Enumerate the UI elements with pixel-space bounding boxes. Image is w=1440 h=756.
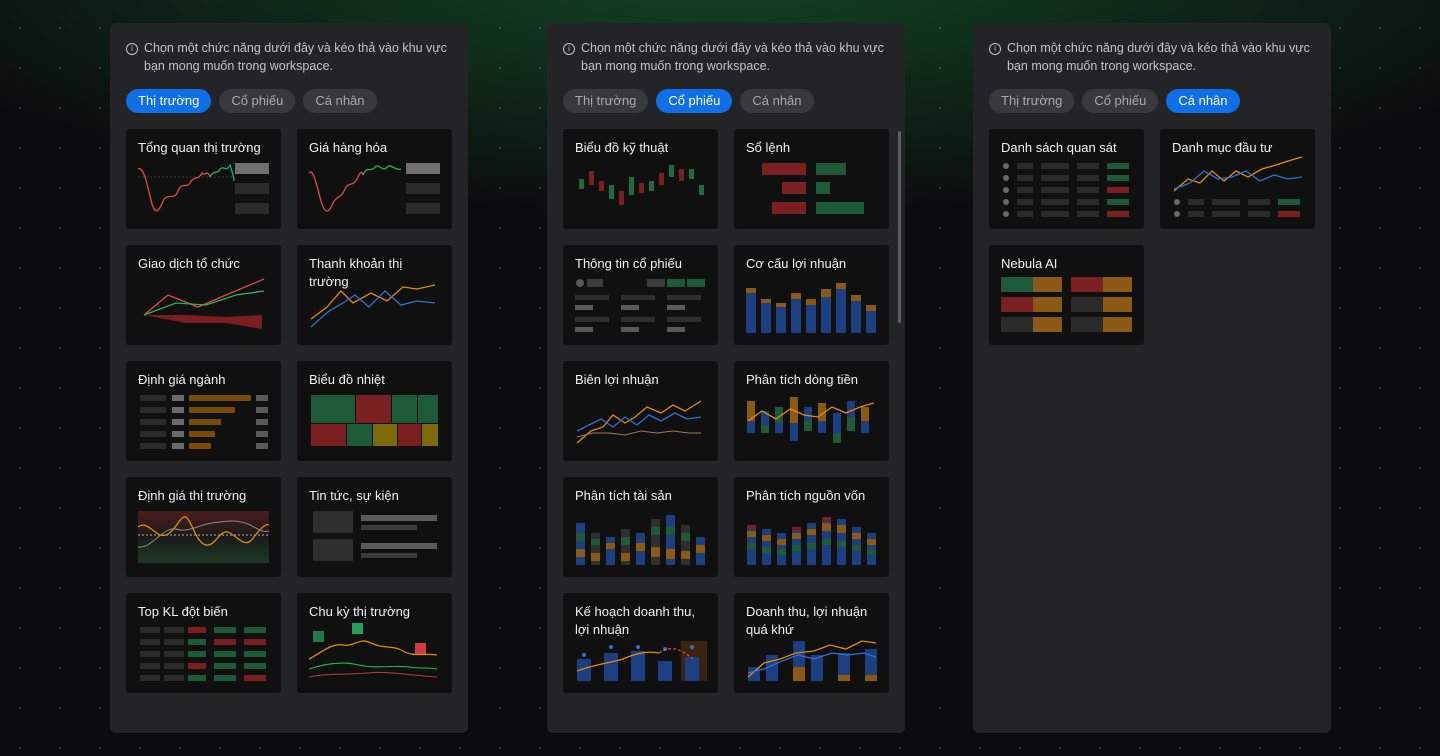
widget-title: Thanh khoản thị trường [309,256,403,289]
revenue-profit-plan-thumbnail [576,641,707,681]
tab-thi-truong[interactable]: Thị trường [563,89,649,113]
tab-ca-nhan[interactable]: Cá nhân [1166,89,1240,113]
market-valuation-thumbnail [137,511,270,563]
widget-title: Định giá thị trường [138,488,247,503]
widget-card-order-book[interactable]: Sổ lệnh [734,129,889,229]
widget-card-capital-analysis[interactable]: Phân tích nguồn vốn [734,477,889,577]
widget-title: Phân tích dòng tiền [746,372,859,387]
widget-title: Top KL đột biến [138,604,228,619]
widget-card-asset-analysis[interactable]: Phân tích tài sản [563,477,718,577]
news-events-thumbnail [313,511,437,561]
info-icon: i [989,43,1001,55]
widget-title: Giao dịch tổ chức [138,256,240,271]
widget-card-market-liquidity[interactable]: Thanh khoản thị trường [297,245,452,345]
profit-structure-thumbnail [746,283,876,333]
order-book-thumbnail [762,163,864,214]
stock-info-thumbnail [575,279,705,332]
widget-title: Tổng quan thị trường [138,140,261,155]
widget-title: Phân tích nguồn vốn [746,488,866,503]
instruction-label: Chọn một chức năng dưới đây và kéo thả v… [581,41,884,73]
widget-title: Nebula AI [1001,256,1058,271]
widget-card-institutional-trading[interactable]: Giao dịch tổ chức [126,245,281,345]
tab-ca-nhan[interactable]: Cá nhân [303,89,377,113]
widget-card-stock-info[interactable]: Thông tin cổ phiếu [563,245,718,345]
widget-title: Chu kỳ thị trường [309,604,411,619]
nebula-ai-thumbnail [1001,277,1132,332]
widget-title: Tin tức, sự kiện [309,488,399,503]
widget-card-heatmap[interactable]: Biểu đồ nhiệt [297,361,452,461]
info-icon: i [563,43,575,55]
widget-card-commodity-prices[interactable]: Giá hàng hóa [297,129,452,229]
market-liquidity-thumbnail [310,284,436,328]
widget-title: Thông tin cổ phiếu [575,256,682,271]
widget-card-market-overview[interactable]: Tổng quan thị trường [126,129,281,229]
portfolio-thumbnail [1173,156,1303,217]
widget-title: Sổ lệnh [746,140,791,155]
widget-title: Biểu đồ nhiệt [309,372,385,387]
watchlist-thumbnail [1003,163,1129,217]
widget-card-past-revenue-profit[interactable]: Doanh thu, lợi nhuận quá khứ [734,593,889,693]
widget-card-cash-flow-analysis[interactable]: Phân tích dòng tiền [734,361,889,461]
tab-thi-truong[interactable]: Thị trường [989,89,1075,113]
institutional-trading-thumbnail [143,278,265,329]
category-tabs: Thị trường Cổ phiếu Cá nhân [126,89,452,113]
widget-grid: Danh sách quan sát Danh mục đầu tư [989,129,1315,345]
widget-title: Cơ cấu lợi nhuận [746,256,847,271]
info-icon: i [126,43,138,55]
heatmap-thumbnail [311,395,438,446]
widget-title: Giá hàng hóa [309,140,388,155]
widget-title: Danh mục đầu tư [1172,140,1273,155]
widget-title: Biên lợi nhuận [575,372,659,387]
category-tabs: Thị trường Cổ phiếu Cá nhân [989,89,1315,113]
widget-title: Danh sách quan sát [1001,140,1117,155]
widget-card-profit-structure[interactable]: Cơ cấu lợi nhuận [734,245,889,345]
widget-card-market-valuation[interactable]: Định giá thị trường [126,477,281,577]
widget-card-technical-chart[interactable]: Biểu đồ kỹ thuật [563,129,718,229]
instruction-label: Chọn một chức năng dưới đây và kéo thả v… [1007,41,1310,73]
tab-co-phieu[interactable]: Cổ phiếu [219,89,296,113]
widget-card-portfolio[interactable]: Danh mục đầu tư [1160,129,1315,229]
instruction-label: Chọn một chức năng dưới đây và kéo thả v… [144,41,447,73]
widget-card-nebula-ai[interactable]: Nebula AI [989,245,1144,345]
widget-grid: Tổng quan thị trường Giá hàng hóa Giao d… [126,129,452,693]
tab-thi-truong[interactable]: Thị trường [126,89,212,113]
widget-title: Doanh thu, lợi nhuận quá khứ [746,604,868,637]
profit-margin-thumbnail [576,400,702,444]
widget-title: Kế hoạch doanh thu, lợi nhuận [575,604,695,637]
tab-co-phieu[interactable]: Cổ phiếu [1082,89,1159,113]
top-volume-spike-thumbnail [140,627,266,681]
tab-co-phieu[interactable]: Cổ phiếu [656,89,733,113]
cash-flow-analysis-thumbnail [747,397,875,443]
scrollbar[interactable] [898,131,901,323]
widget-title: Định giá ngành [138,372,226,387]
widget-picker-panel-market: i Chọn một chức năng dưới đây và kéo thả… [110,23,468,733]
widget-title: Phân tích tài sản [575,488,672,503]
widget-card-sector-valuation[interactable]: Định giá ngành [126,361,281,461]
sector-valuation-thumbnail [140,395,268,449]
widget-card-watchlist[interactable]: Danh sách quan sát [989,129,1144,229]
past-revenue-profit-thumbnail [747,640,877,681]
widget-title: Biểu đồ kỹ thuật [575,140,669,155]
widget-card-profit-margin[interactable]: Biên lợi nhuận [563,361,718,461]
capital-analysis-thumbnail [747,517,876,565]
tab-ca-nhan[interactable]: Cá nhân [740,89,814,113]
instruction-text: i Chọn một chức năng dưới đây và kéo thả… [126,39,452,75]
instruction-text: i Chọn một chức năng dưới đây và kéo thả… [563,39,889,75]
technical-chart-thumbnail [579,165,704,205]
widget-picker-panel-stocks: i Chọn một chức năng dưới đây và kéo thả… [547,23,905,733]
widget-grid: Biểu đồ kỹ thuật Sổ lệnh [563,129,889,693]
widget-card-news-events[interactable]: Tin tức, sự kiện [297,477,452,577]
widget-picker-panel-personal: i Chọn một chức năng dưới đây và kéo thả… [973,23,1331,733]
asset-analysis-thumbnail [576,515,705,565]
instruction-text: i Chọn một chức năng dưới đây và kéo thả… [989,39,1315,75]
market-overview-thumbnail [137,163,269,214]
widget-card-top-volume-spike[interactable]: Top KL đột biến [126,593,281,693]
market-cycle-thumbnail [308,623,438,678]
commodity-prices-thumbnail [308,163,440,214]
widget-card-revenue-profit-plan[interactable]: Kế hoạch doanh thu, lợi nhuận [563,593,718,693]
widget-card-market-cycle[interactable]: Chu kỳ thị trường [297,593,452,693]
category-tabs: Thị trường Cổ phiếu Cá nhân [563,89,889,113]
